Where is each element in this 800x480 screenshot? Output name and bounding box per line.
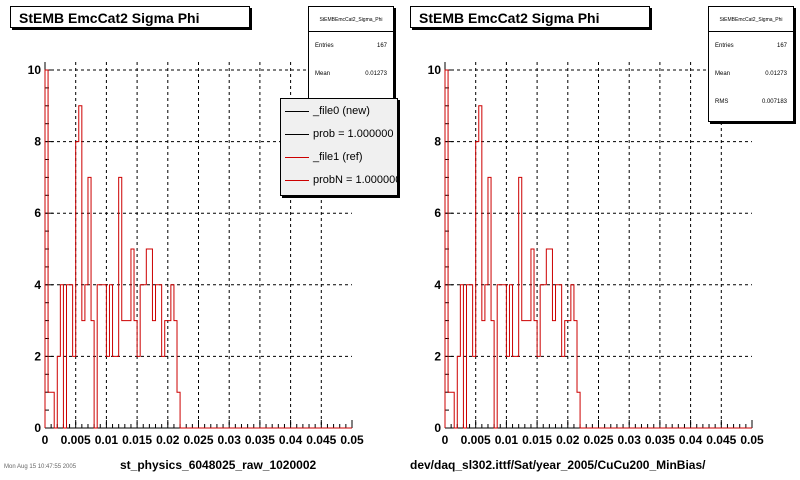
- timestamp: Mon Aug 15 10:47:55 2005: [4, 464, 77, 470]
- histogram-bin: [152, 321, 155, 428]
- histogram-bin: [122, 321, 125, 428]
- stats-left-value-1: 0.01273: [365, 71, 387, 77]
- x-tick-label: 0.035: [245, 433, 275, 447]
- stats-left-label-0: Entries: [315, 43, 334, 49]
- y-tick-label: 4: [434, 278, 441, 292]
- stats-right-value-1: 0.01273: [765, 71, 787, 77]
- x-axis-title-left: st_physics_6048025_raw_1020002: [120, 458, 317, 472]
- stats-left-title: StEMBEmcCat2_Sigma_Phi: [309, 7, 393, 32]
- histogram-bin: [113, 356, 116, 428]
- histogram-bin: [562, 356, 565, 428]
- histogram-bin: [528, 321, 531, 428]
- x-tick-label: 0: [42, 433, 49, 447]
- y-tick-label: 6: [434, 206, 441, 220]
- x-tick-label: 0.03: [618, 433, 642, 447]
- y-tick-label: 2: [434, 349, 441, 363]
- x-tick-label: 0.015: [122, 433, 152, 447]
- histogram-bin: [552, 321, 555, 428]
- stats-right-label-2: RMS: [715, 99, 729, 105]
- x-tick-label: 0.02: [556, 433, 580, 447]
- legend-entry: probN = 1.000000: [281, 172, 398, 188]
- histogram-bin: [525, 321, 528, 428]
- x-tick-label: 0.02: [156, 433, 180, 447]
- x-tick-label: 0.03: [218, 433, 242, 447]
- stats-left-row: Mean 0.01273: [309, 60, 393, 88]
- y-tick-label: 0: [434, 421, 441, 435]
- legend-label: prob = 1.000000: [313, 128, 394, 140]
- histogram-bin: [522, 321, 525, 428]
- y-tick-label: 2: [34, 349, 41, 363]
- histogram-bin: [82, 321, 85, 428]
- x-tick-label: 0.045: [706, 433, 736, 447]
- stats-left-value-0: 167: [376, 43, 387, 49]
- legend-swatch-line: [285, 156, 309, 158]
- y-tick-label: 0: [34, 421, 41, 435]
- stats-right-value-2: 0.007183: [761, 99, 787, 105]
- panel-right-title-text: StEMB EmcCat2 Sigma Phi: [419, 10, 600, 26]
- x-tick-label: 0: [442, 433, 449, 447]
- legend-entry: _file1 (ref): [281, 149, 363, 165]
- histogram-bin: [128, 321, 131, 428]
- stats-right-value-0: 167: [776, 43, 787, 49]
- legend-entry: prob = 1.000000: [281, 126, 393, 142]
- x-tick-label: 0.01: [95, 433, 119, 447]
- stats-right-label-0: Entries: [715, 43, 734, 49]
- stats-left-row: Entries 167: [309, 32, 393, 60]
- x-tick-label: 0.04: [279, 433, 303, 447]
- stats-right-title: StEMBEmcCat2_Sigma_Phi: [709, 7, 793, 32]
- stats-box-right: StEMBEmcCat2_Sigma_Phi Entries 167 Mean …: [708, 6, 794, 122]
- stats-right-row: Entries 167: [709, 32, 793, 60]
- legend-swatch-line: [285, 110, 309, 112]
- legend-label: _file0 (new): [313, 105, 370, 117]
- histogram-bin: [516, 356, 519, 428]
- x-tick-label: 0.04: [679, 433, 703, 447]
- y-tick-label: 10: [28, 63, 42, 77]
- legend: _file0 (new) prob = 1.000000 _file1 (ref…: [280, 98, 398, 196]
- legend-swatch-line: [285, 133, 309, 135]
- stats-left-label-1: Mean: [315, 71, 331, 77]
- histogram-bin: [162, 356, 165, 428]
- x-tick-label: 0.05: [740, 433, 764, 447]
- histogram-bin: [116, 356, 119, 428]
- histogram-series: [44, 69, 352, 429]
- x-tick-label: 0.035: [645, 433, 675, 447]
- legend-swatch-line: [285, 179, 309, 181]
- stats-right-row: RMS 0.007183: [709, 88, 793, 116]
- x-tick-label: 0.01: [495, 433, 519, 447]
- panel-right-title: StEMB EmcCat2 Sigma Phi: [410, 6, 650, 28]
- legend-label: probN = 1.000000: [313, 174, 398, 186]
- x-tick-label: 0.045: [306, 433, 336, 447]
- x-tick-label: 0.025: [183, 433, 213, 447]
- legend-entry: _file0 (new): [281, 103, 370, 119]
- stats-right-row: Mean 0.01273: [709, 60, 793, 88]
- histogram-bin: [513, 356, 516, 428]
- x-tick-label: 0.005: [461, 433, 491, 447]
- histogram-series: [444, 69, 752, 429]
- x-tick-label: 0.005: [61, 433, 91, 447]
- y-tick-label: 8: [434, 135, 441, 149]
- panel-left-title-text: StEMB EmcCat2 Sigma Phi: [19, 10, 200, 26]
- y-tick-label: 4: [34, 278, 41, 292]
- y-tick-label: 10: [428, 63, 442, 77]
- x-tick-label: 0.025: [583, 433, 613, 447]
- y-tick-label: 6: [34, 206, 41, 220]
- stats-box-left: StEMBEmcCat2_Sigma_Phi Entries 167 Mean …: [308, 6, 394, 100]
- x-tick-label: 0.05: [340, 433, 364, 447]
- panel-left-title: StEMB EmcCat2 Sigma Phi: [10, 6, 250, 28]
- x-tick-label: 0.015: [522, 433, 552, 447]
- histogram-bin: [125, 321, 128, 428]
- y-tick-label: 8: [34, 135, 41, 149]
- histogram-bin: [482, 321, 485, 428]
- legend-label: _file1 (ref): [313, 151, 363, 163]
- x-axis-title-right: dev/daq_sl302.ittf/Sat/year_2005/CuCu200…: [410, 458, 706, 472]
- stats-right-label-1: Mean: [715, 71, 731, 77]
